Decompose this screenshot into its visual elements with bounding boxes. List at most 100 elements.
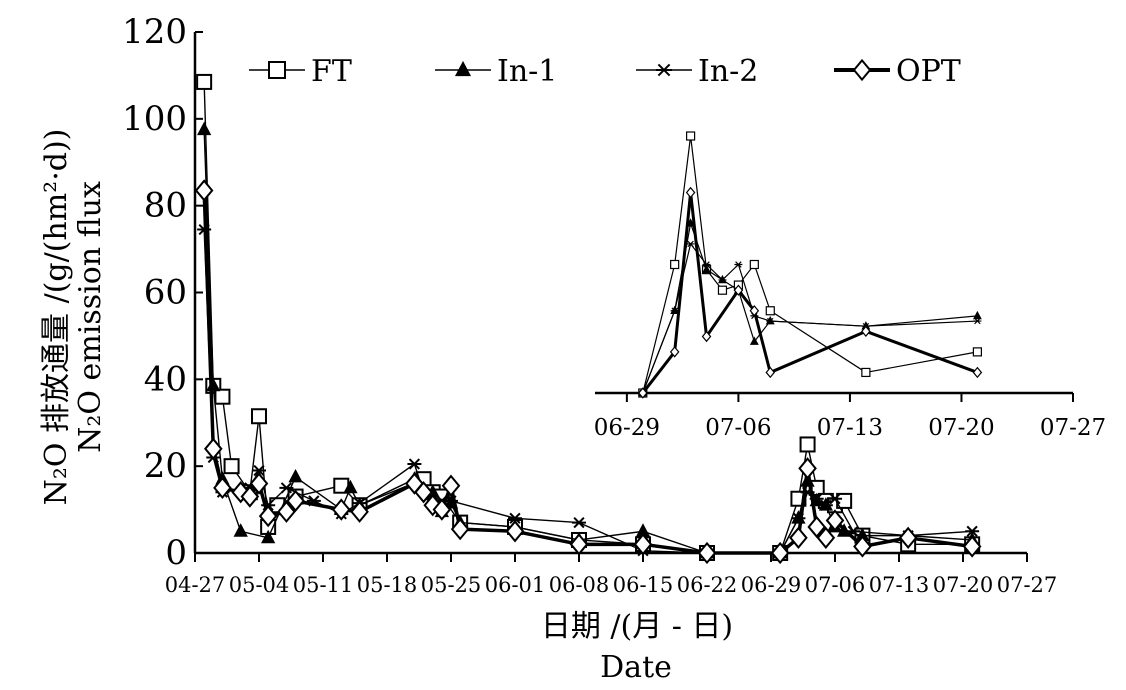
inset-data-point-opt <box>685 186 696 199</box>
inset-x-tick-label: 07-13 <box>817 415 883 441</box>
x-tick-label: 07-20 <box>933 573 994 597</box>
inset-x-tick-label: 07-27 <box>1040 415 1106 441</box>
data-point-opt <box>286 489 305 513</box>
data-point-in-1 <box>343 479 358 494</box>
data-point-in-2 <box>407 458 422 470</box>
x-tick-label: 05-11 <box>293 573 354 597</box>
data-point-ft <box>214 388 231 405</box>
y-tick-label: 60 <box>144 273 187 313</box>
inset-series-line-opt <box>641 191 978 394</box>
data-point-in-2 <box>279 482 294 494</box>
legend-item-in-1: In-1 <box>435 54 557 89</box>
data-point-ft <box>799 436 816 453</box>
legend-marker-ft <box>268 61 286 79</box>
data-point-opt <box>249 472 269 495</box>
legend-label-in-2: In-2 <box>698 54 758 89</box>
inset-data-point-opt <box>765 366 776 379</box>
inset-x-tick-label: 07-20 <box>928 415 994 441</box>
inset-data-point-in-2 <box>973 317 982 325</box>
data-point-opt <box>697 541 717 565</box>
data-point-opt <box>414 481 433 504</box>
data-point-in-1 <box>233 523 248 537</box>
data-point-in-2 <box>252 464 266 477</box>
x-tick-label: 06-29 <box>741 573 802 597</box>
data-point-ft <box>196 73 213 90</box>
inset-data-point-in-2 <box>702 261 711 268</box>
inset-x-tick-label: 07-06 <box>705 415 771 441</box>
data-point-in-2 <box>965 525 980 537</box>
legend-marker-in-2 <box>656 63 672 77</box>
inset-data-point-ft <box>749 259 759 270</box>
legend-item-ft: FT <box>249 54 352 89</box>
legend-item-in-2: In-2 <box>636 54 758 89</box>
x-axis-title-en: Date <box>600 650 672 685</box>
inset-data-point-ft <box>972 347 983 357</box>
inset-data-point-in-1 <box>749 336 759 345</box>
legend: FT In-1 In-2 OPT <box>249 54 961 89</box>
data-point-in-2 <box>508 512 522 524</box>
inset-data-point-in-2 <box>718 276 727 284</box>
inset-data-point-opt <box>669 346 680 358</box>
data-point-opt <box>798 457 817 480</box>
x-tick-label: 05-25 <box>421 573 482 597</box>
data-point-opt <box>789 526 808 549</box>
inset-data-point-opt <box>733 284 744 296</box>
data-point-in-1 <box>261 529 276 544</box>
data-point-opt <box>240 485 260 508</box>
data-point-opt <box>633 533 653 556</box>
legend-marker-in-1 <box>454 60 472 77</box>
inset-data-point-in-2 <box>686 240 695 248</box>
series-opt <box>194 179 982 565</box>
inset-series-line-in-1 <box>642 222 978 394</box>
inset-plot: 06-29 07-06 07-13 07-20 07-27 <box>594 131 1106 441</box>
data-point-opt <box>277 500 296 523</box>
data-point-opt <box>450 517 470 541</box>
inset-series-line-in-2 <box>642 243 978 394</box>
main-plot: 0 20 40 60 80 100 120 04-27 05-04 05-11 05-18 05-25… <box>122 12 1057 597</box>
x-tick-label: 07-27 <box>997 573 1058 597</box>
inset-data-point-opt <box>749 305 760 317</box>
series-in-2 <box>197 223 980 559</box>
data-point-in-2 <box>572 517 586 529</box>
data-point-in-1 <box>197 121 212 136</box>
data-point-opt <box>816 526 836 549</box>
inset-data-point-opt <box>638 387 648 399</box>
x-tick-label: 07-06 <box>805 573 866 597</box>
x-tick-label: 06-15 <box>613 573 674 597</box>
inset-series-opt <box>638 186 983 399</box>
legend-label-ft: FT <box>311 54 352 89</box>
inset-data-point-ft <box>717 285 728 295</box>
series-line-in-1 <box>203 129 973 554</box>
inset-series-ft <box>638 131 983 398</box>
inset-data-point-in-1 <box>972 310 982 320</box>
x-axis-title-cn: 日期 /(月 - 日) <box>541 609 733 644</box>
inset-data-point-in-2 <box>734 261 743 268</box>
data-point-opt <box>825 509 845 532</box>
legend-marker-opt <box>852 58 872 82</box>
data-point-opt <box>898 526 918 549</box>
x-tick-label: 05-04 <box>229 573 290 597</box>
data-point-opt <box>350 500 369 523</box>
x-tick-label: 06-08 <box>549 573 610 597</box>
data-point-opt <box>441 474 461 497</box>
inset-series-in-2 <box>638 240 982 397</box>
data-point-ft <box>251 408 267 425</box>
data-point-opt <box>258 504 278 528</box>
y-tick-label: 20 <box>144 446 187 486</box>
data-point-opt <box>213 476 232 500</box>
data-point-opt <box>423 494 443 517</box>
legend-label-in-1: In-1 <box>497 54 557 89</box>
data-point-opt <box>807 515 827 539</box>
inset-data-point-opt <box>972 366 983 379</box>
inset-data-point-ft <box>765 306 775 316</box>
inset-data-point-ft <box>670 259 680 270</box>
data-point-opt <box>505 520 525 543</box>
inset-data-point-opt <box>861 325 871 338</box>
inset-x-tick-label: 06-29 <box>594 415 660 441</box>
x-tick-label: 07-13 <box>869 573 930 597</box>
x-tick-label: 05-18 <box>357 573 418 597</box>
y-tick-label: 0 <box>165 533 187 573</box>
y-tick-label: 80 <box>144 186 187 226</box>
x-tick-label: 06-01 <box>485 573 546 597</box>
